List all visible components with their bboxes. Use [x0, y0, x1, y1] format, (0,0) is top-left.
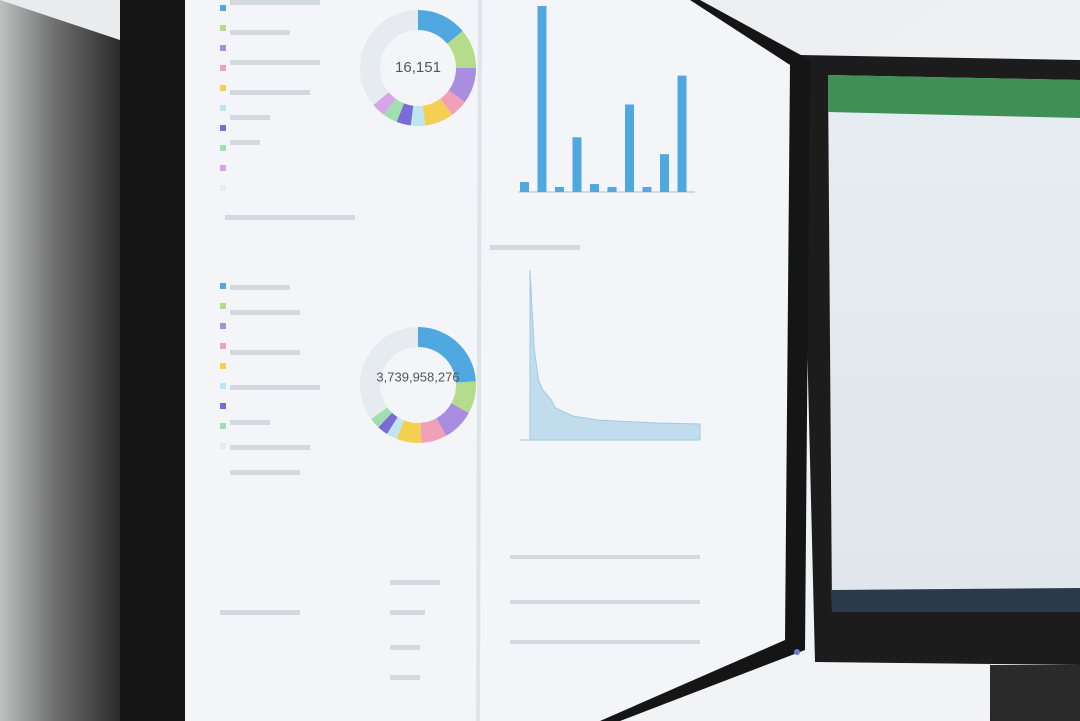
- legend-swatch: [220, 423, 226, 429]
- legend-placeholder: [220, 0, 700, 680]
- bar: [607, 187, 617, 192]
- taskbar: [832, 588, 1080, 612]
- legend-swatch: [220, 383, 226, 389]
- legend-swatch: [220, 125, 226, 131]
- bar: [520, 182, 529, 192]
- legend-swatch: [220, 343, 226, 349]
- donut-segment: [436, 403, 469, 436]
- bar: [642, 187, 652, 192]
- legend-swatch: [220, 85, 226, 91]
- legend-swatch: [220, 105, 226, 111]
- monitor-stand: [990, 665, 1080, 721]
- donut-center-label: 16,151: [395, 59, 441, 76]
- donut-segment: [383, 98, 405, 122]
- legend-swatch: [220, 185, 226, 191]
- legend-swatch: [220, 443, 226, 449]
- bar: [660, 154, 669, 192]
- donut-segment: [418, 10, 463, 44]
- legend-swatch: [220, 323, 226, 329]
- donut-center-label: 3,739,958,276: [376, 369, 459, 384]
- bar: [572, 137, 582, 192]
- legend-swatch: [220, 303, 226, 309]
- legend-swatch: [220, 283, 226, 289]
- donut-segment: [378, 412, 398, 434]
- legend-swatch: [220, 5, 226, 11]
- left-monitor: [0, 0, 120, 721]
- donut-segment: [360, 10, 418, 105]
- right-monitor-screen: [828, 75, 1080, 612]
- legend-swatch: [220, 145, 226, 151]
- legend-swatch: [220, 65, 226, 71]
- donut-segment: [373, 92, 396, 115]
- donut-segment: [422, 98, 453, 126]
- donut-segment: [396, 420, 422, 444]
- donut-segment: [420, 418, 446, 443]
- donut-segment: [440, 90, 465, 115]
- main-monitor-screen: [185, 0, 790, 721]
- legend-swatch: [220, 45, 226, 51]
- bar: [677, 75, 687, 192]
- legend-swatch: [220, 165, 226, 171]
- legend-swatch: [220, 403, 226, 409]
- spreadsheet-header: [828, 75, 1080, 118]
- bar: [625, 104, 634, 192]
- area: [529, 269, 701, 441]
- donut-segment: [371, 407, 392, 428]
- donut-segment: [360, 327, 418, 420]
- bar: [537, 5, 547, 193]
- bar: [590, 184, 599, 192]
- donut-segment: [448, 68, 476, 103]
- bar: [555, 187, 564, 192]
- donut-segment: [418, 327, 476, 383]
- donut-segment: [451, 381, 477, 413]
- legend-swatch: [220, 363, 226, 369]
- donut-segment: [410, 105, 426, 126]
- panel-divider: [476, 0, 482, 721]
- donut-segment: [396, 103, 414, 126]
- power-led: [794, 649, 800, 655]
- donut-segment: [386, 417, 405, 439]
- donut-segment: [447, 31, 476, 69]
- legend-swatch: [220, 25, 226, 31]
